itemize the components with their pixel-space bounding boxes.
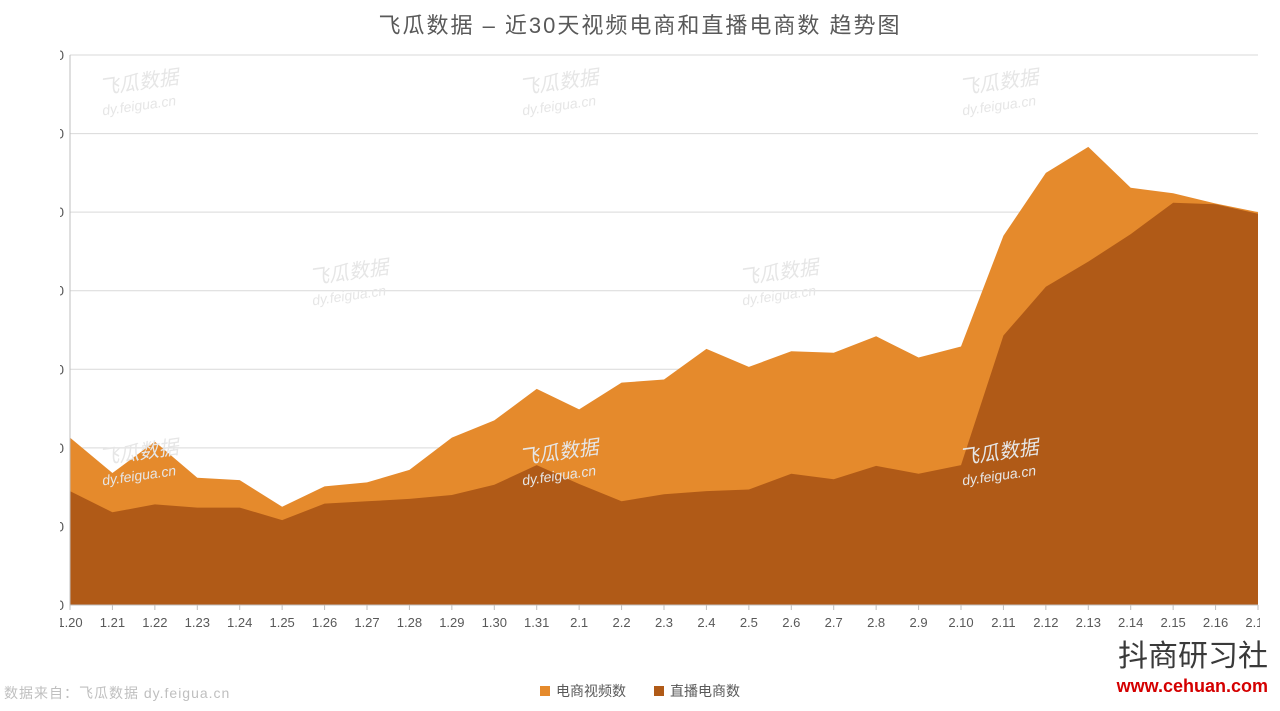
x-tick-label: 2.5: [740, 615, 758, 630]
x-tick-label: 2.14: [1118, 615, 1143, 630]
data-source-text: 数据来自：飞瓜数据 dy.feigua.cn: [4, 683, 230, 703]
x-tick-label: 2.10: [948, 615, 973, 630]
legend-item: 电商视频数: [540, 681, 626, 701]
x-tick-label: 2.15: [1160, 615, 1185, 630]
x-tick-label: 2.6: [782, 615, 800, 630]
y-tick-label: 50000: [60, 204, 64, 220]
x-tick-label: 1.24: [227, 615, 252, 630]
x-tick-label: 1.30: [482, 615, 507, 630]
x-tick-label: 1.26: [312, 615, 337, 630]
y-tick-label: 60000: [60, 126, 64, 142]
chart-title: 飞瓜数据 – 近30天视频电商和直播电商数 趋势图: [0, 0, 1280, 40]
x-tick-label: 1.31: [524, 615, 549, 630]
x-tick-label: 1.23: [185, 615, 210, 630]
x-tick-label: 1.21: [100, 615, 125, 630]
legend-item: 直播电商数: [654, 681, 740, 701]
legend-swatch: [540, 686, 550, 696]
brand-url: www.cehuan.com: [1117, 676, 1268, 697]
brand-logo-cn: 抖商研习社: [1118, 631, 1268, 675]
x-tick-label: 2.16: [1203, 615, 1228, 630]
x-tick-label: 1.27: [354, 615, 379, 630]
legend-label: 直播电商数: [670, 681, 740, 701]
y-tick-label: 10000: [60, 518, 64, 534]
x-tick-label: 2.11: [991, 615, 1015, 630]
legend-swatch: [654, 686, 664, 696]
x-tick-label: 2.13: [1076, 615, 1101, 630]
x-tick-label: 2.4: [697, 615, 715, 630]
x-tick-label: 2.2: [613, 615, 631, 630]
y-tick-label: 0: [60, 597, 64, 613]
x-tick-label: 1.28: [397, 615, 422, 630]
y-tick-label: 40000: [60, 283, 64, 299]
x-tick-label: 2.9: [910, 615, 928, 630]
x-tick-label: 1.22: [142, 615, 167, 630]
x-tick-label: 2.8: [867, 615, 885, 630]
x-tick-label: 1.25: [269, 615, 294, 630]
x-tick-label: 2.3: [655, 615, 673, 630]
x-tick-label: 1.29: [439, 615, 464, 630]
x-tick-label: 2.17: [1245, 615, 1260, 630]
x-tick-label: 2.7: [825, 615, 843, 630]
area-chart-svg: 0 10000 20000 30000 40000 50000 60000 70000 1.20…: [60, 50, 1260, 640]
x-tick-label: 2.1: [570, 615, 588, 630]
y-tick-label: 30000: [60, 361, 64, 377]
chart-area: 0 10000 20000 30000 40000 50000 60000 70000 1.20…: [60, 50, 1260, 640]
legend-label: 电商视频数: [556, 681, 626, 701]
y-tick-label: 70000: [60, 50, 64, 63]
x-tick-label: 2.12: [1033, 615, 1058, 630]
y-tick-label: 20000: [60, 440, 64, 456]
x-tick-label: 1.20: [60, 615, 83, 630]
